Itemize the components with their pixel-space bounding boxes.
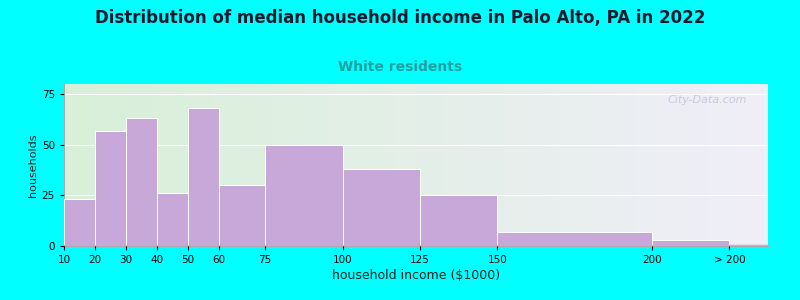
Bar <box>157 193 188 246</box>
Bar <box>64 200 95 246</box>
Bar <box>126 118 157 246</box>
Bar <box>420 195 498 246</box>
Text: City-Data.com: City-Data.com <box>667 95 747 105</box>
X-axis label: household income ($1000): household income ($1000) <box>332 269 500 282</box>
Bar <box>95 130 126 246</box>
Text: White residents: White residents <box>338 60 462 74</box>
Bar <box>218 185 265 246</box>
Bar <box>342 169 420 246</box>
Bar <box>652 240 730 246</box>
Text: Distribution of median household income in Palo Alto, PA in 2022: Distribution of median household income … <box>95 9 705 27</box>
Bar <box>498 232 652 246</box>
Bar <box>188 108 218 246</box>
Y-axis label: households: households <box>27 133 38 197</box>
Bar <box>265 145 342 246</box>
